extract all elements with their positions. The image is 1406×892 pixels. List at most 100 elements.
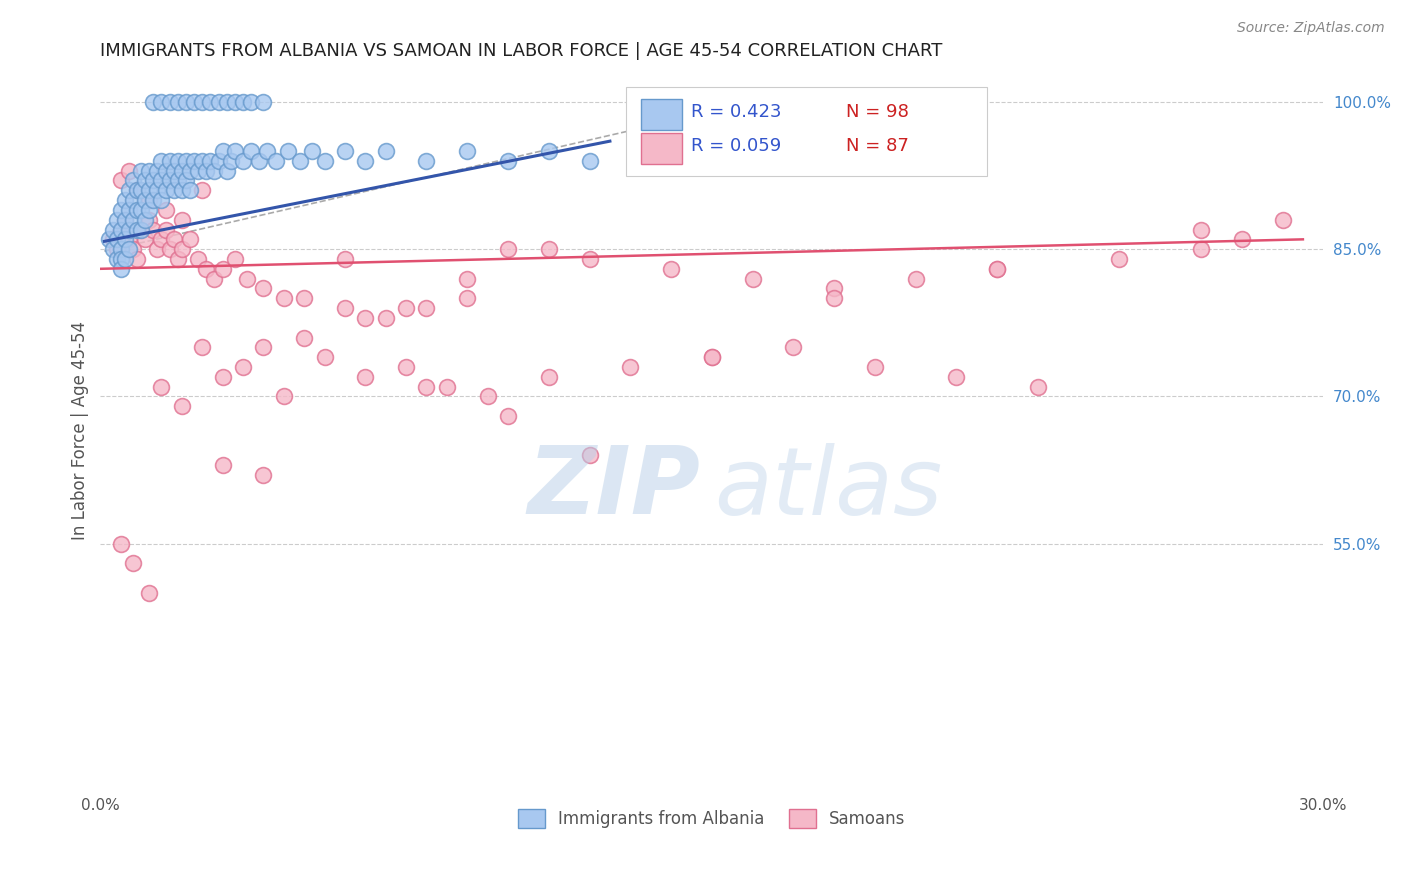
Point bbox=[333, 252, 356, 266]
Point bbox=[150, 153, 173, 168]
Point bbox=[277, 144, 299, 158]
FancyBboxPatch shape bbox=[641, 99, 682, 130]
Point bbox=[170, 212, 193, 227]
Point bbox=[129, 163, 152, 178]
Point bbox=[219, 153, 242, 168]
Point bbox=[247, 153, 270, 168]
Point bbox=[101, 222, 124, 236]
Point bbox=[700, 350, 723, 364]
Point bbox=[114, 193, 136, 207]
Point bbox=[150, 95, 173, 109]
Point bbox=[125, 202, 148, 217]
Point bbox=[114, 252, 136, 266]
Point bbox=[166, 153, 188, 168]
Point bbox=[122, 173, 145, 187]
Point bbox=[537, 144, 560, 158]
Point bbox=[986, 261, 1008, 276]
Point bbox=[496, 242, 519, 256]
Point bbox=[240, 95, 263, 109]
Point bbox=[159, 242, 181, 256]
Point bbox=[823, 281, 845, 295]
Point bbox=[477, 389, 499, 403]
Point bbox=[1026, 379, 1049, 393]
Point bbox=[204, 271, 226, 285]
Point bbox=[415, 153, 437, 168]
Point bbox=[215, 163, 238, 178]
Point bbox=[110, 202, 132, 217]
Legend: Immigrants from Albania, Samoans: Immigrants from Albania, Samoans bbox=[512, 802, 912, 835]
Point bbox=[200, 153, 222, 168]
Point bbox=[395, 359, 418, 374]
Text: IMMIGRANTS FROM ALBANIA VS SAMOAN IN LABOR FORCE | AGE 45-54 CORRELATION CHART: IMMIGRANTS FROM ALBANIA VS SAMOAN IN LAB… bbox=[100, 42, 943, 60]
Point bbox=[101, 232, 124, 246]
FancyBboxPatch shape bbox=[641, 133, 682, 164]
Point bbox=[191, 95, 214, 109]
Point bbox=[118, 163, 141, 178]
Point bbox=[122, 212, 145, 227]
Point bbox=[159, 153, 181, 168]
Point bbox=[236, 271, 259, 285]
Point bbox=[129, 202, 152, 217]
Point bbox=[122, 557, 145, 571]
Point bbox=[134, 212, 156, 227]
Point bbox=[125, 222, 148, 236]
Point bbox=[110, 261, 132, 276]
Point bbox=[374, 310, 396, 325]
Text: ZIP: ZIP bbox=[527, 442, 700, 534]
Point bbox=[232, 359, 254, 374]
Point bbox=[125, 183, 148, 197]
Point bbox=[174, 173, 197, 187]
Point bbox=[195, 163, 218, 178]
Point bbox=[101, 242, 124, 256]
Point bbox=[110, 242, 132, 256]
Point bbox=[146, 242, 169, 256]
Point bbox=[224, 252, 246, 266]
Point bbox=[200, 95, 222, 109]
Point bbox=[823, 291, 845, 305]
Point bbox=[537, 242, 560, 256]
Point bbox=[1230, 232, 1253, 246]
Point bbox=[741, 271, 763, 285]
Point bbox=[110, 537, 132, 551]
Text: R = 0.423: R = 0.423 bbox=[690, 103, 782, 120]
Point bbox=[301, 144, 323, 158]
Point bbox=[191, 340, 214, 354]
FancyBboxPatch shape bbox=[626, 87, 987, 177]
Point bbox=[183, 153, 205, 168]
Point bbox=[700, 350, 723, 364]
Point bbox=[138, 202, 160, 217]
Point bbox=[179, 163, 201, 178]
Point bbox=[252, 281, 274, 295]
Point bbox=[142, 95, 165, 109]
Point bbox=[142, 193, 165, 207]
Point bbox=[134, 173, 156, 187]
Point bbox=[179, 232, 201, 246]
Point bbox=[150, 232, 173, 246]
Point bbox=[105, 212, 128, 227]
Point bbox=[456, 271, 478, 285]
Point bbox=[415, 301, 437, 315]
Point bbox=[187, 252, 209, 266]
Point bbox=[273, 389, 295, 403]
Text: atlas: atlas bbox=[714, 442, 942, 533]
Point bbox=[163, 232, 186, 246]
Point bbox=[415, 379, 437, 393]
Point bbox=[163, 163, 186, 178]
Point bbox=[142, 222, 165, 236]
Point bbox=[129, 222, 152, 236]
Point bbox=[333, 144, 356, 158]
Point bbox=[105, 242, 128, 256]
Point bbox=[122, 193, 145, 207]
Point bbox=[224, 95, 246, 109]
Point bbox=[986, 261, 1008, 276]
Point bbox=[207, 95, 229, 109]
Point bbox=[125, 183, 148, 197]
Point bbox=[1189, 242, 1212, 256]
Point bbox=[252, 468, 274, 483]
Point bbox=[211, 369, 233, 384]
Point bbox=[134, 232, 156, 246]
Point bbox=[114, 232, 136, 246]
Point bbox=[240, 144, 263, 158]
Point bbox=[174, 153, 197, 168]
Point bbox=[1271, 212, 1294, 227]
